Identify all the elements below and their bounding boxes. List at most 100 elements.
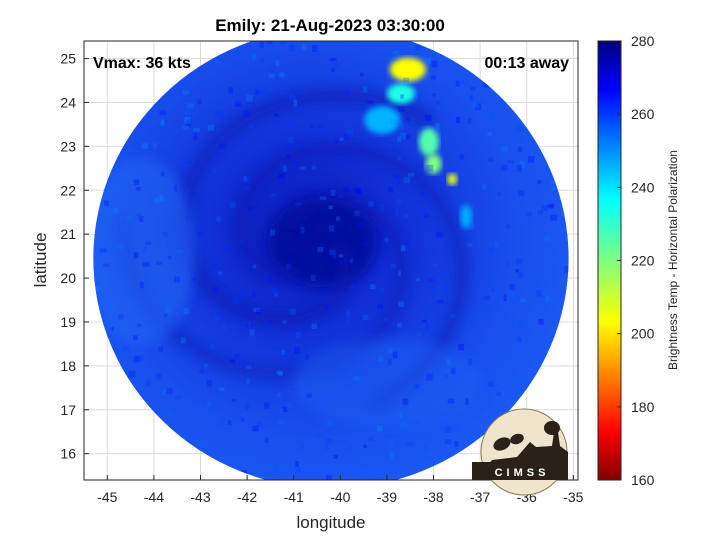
- swath-pixel: [159, 195, 164, 202]
- time-away-annotation: 00:13 away: [484, 55, 569, 72]
- swath-pixel: [281, 351, 287, 358]
- swath-pixel: [248, 124, 254, 129]
- swath-pixel: [360, 73, 364, 77]
- swath-pixel: [416, 91, 420, 95]
- swath-pixel: [124, 249, 131, 253]
- swath-pixel: [486, 304, 493, 310]
- swath-pixel: [390, 451, 394, 459]
- colorbar-tick-label: 240: [631, 179, 655, 195]
- swath-pixel: [229, 359, 236, 364]
- swath-pixel: [232, 297, 239, 304]
- swath-pixel: [475, 103, 482, 111]
- swath-pixel: [396, 120, 400, 126]
- swath-pixel: [296, 467, 301, 473]
- swath-pixel: [503, 294, 507, 302]
- swath-pixel: [278, 420, 285, 425]
- swath-pixel: [280, 41, 286, 45]
- swath-pixel: [285, 121, 293, 128]
- swath-pixel: [137, 323, 142, 327]
- swath-pixel: [446, 358, 450, 366]
- swath-pixel: [215, 59, 219, 64]
- swath-pixel: [357, 185, 364, 190]
- colorbar-tick-label: 180: [631, 399, 655, 415]
- swath-pixel: [252, 264, 257, 269]
- logo-banner: [472, 462, 568, 480]
- swath-pixel: [216, 216, 221, 222]
- warm-region: [93, 156, 195, 347]
- swath-pixel: [444, 373, 448, 379]
- swath-pixel: [283, 165, 287, 172]
- x-tick-label: -45: [97, 489, 117, 505]
- swath-pixel: [468, 358, 472, 365]
- swath-pixel: [535, 290, 542, 297]
- swath-pixel: [517, 260, 524, 266]
- swath-pixel: [248, 322, 252, 329]
- swath-pixel: [509, 283, 516, 291]
- swath-pixel: [469, 94, 474, 100]
- swath-pixel: [317, 247, 324, 253]
- swath-pixel: [102, 297, 107, 302]
- swath-pixel: [356, 375, 362, 383]
- swath-pixel: [368, 201, 374, 207]
- swath-pixel: [517, 272, 524, 279]
- swath-pixel: [377, 304, 384, 309]
- swath-pixel: [182, 125, 189, 130]
- swath-pixel: [293, 99, 297, 107]
- swath-pixel: [310, 274, 316, 281]
- swath-pixel: [128, 370, 136, 378]
- swath-pixel: [516, 258, 523, 265]
- swath-pixel: [545, 295, 550, 302]
- swath-pixel: [279, 72, 285, 78]
- swath-pixel: [348, 444, 352, 451]
- swath-pixel: [305, 354, 309, 360]
- swath-pixel: [404, 241, 410, 246]
- y-axis-ticks: 16 17 18 19 20 21 22 23 24 25: [60, 51, 89, 462]
- swath-pixel: [249, 329, 255, 336]
- swath-pixel: [159, 120, 165, 126]
- swath-pixel: [416, 277, 420, 282]
- swath-pixel: [318, 125, 323, 130]
- swath-pixel: [388, 439, 394, 447]
- swath-pixel: [117, 314, 124, 320]
- swath-pixel: [245, 176, 250, 182]
- swath-pixel: [290, 89, 297, 93]
- swath-pixel: [416, 331, 422, 337]
- swath-pixel: [213, 258, 220, 263]
- swath-pixel: [274, 113, 280, 117]
- swath-pixel: [459, 79, 464, 85]
- swath-pixel: [349, 258, 353, 263]
- swath-pixel: [506, 224, 511, 229]
- swath-pixel: [286, 264, 291, 269]
- swath-pixel: [95, 286, 101, 291]
- swath-pixel: [403, 176, 411, 184]
- swath-pixel: [350, 285, 356, 290]
- swath-pixel: [455, 428, 463, 432]
- swath-pixel: [104, 200, 109, 207]
- swath-pixel: [398, 107, 405, 112]
- y-tick-label: 19: [60, 314, 76, 330]
- swath-pixel: [270, 229, 276, 236]
- swath-pixel: [455, 80, 461, 87]
- swath-pixel: [159, 110, 166, 116]
- swath-pixel: [277, 392, 281, 397]
- swath-pixel: [497, 391, 504, 396]
- swath-pixel: [384, 237, 389, 243]
- swath-pixel: [444, 426, 452, 433]
- swath-pixel: [184, 110, 191, 115]
- swath-pixel: [507, 160, 514, 164]
- swath-pixel: [282, 406, 288, 413]
- colorbar-tick-label: 220: [631, 253, 655, 269]
- swath-pixel: [143, 246, 147, 254]
- swath-pixel: [289, 94, 296, 100]
- swath-pixel: [501, 145, 508, 153]
- swath-pixel: [133, 355, 140, 363]
- vmax-annotation: Vmax: 36 kts: [93, 55, 191, 72]
- swath-pixel: [174, 395, 182, 400]
- swath-pixel: [537, 180, 542, 184]
- swath-pixel: [246, 365, 252, 370]
- swath-pixel: [295, 202, 303, 206]
- x-axis-label: longitude: [296, 513, 365, 532]
- swath-pixel: [487, 132, 493, 136]
- swath-pixel: [483, 82, 490, 88]
